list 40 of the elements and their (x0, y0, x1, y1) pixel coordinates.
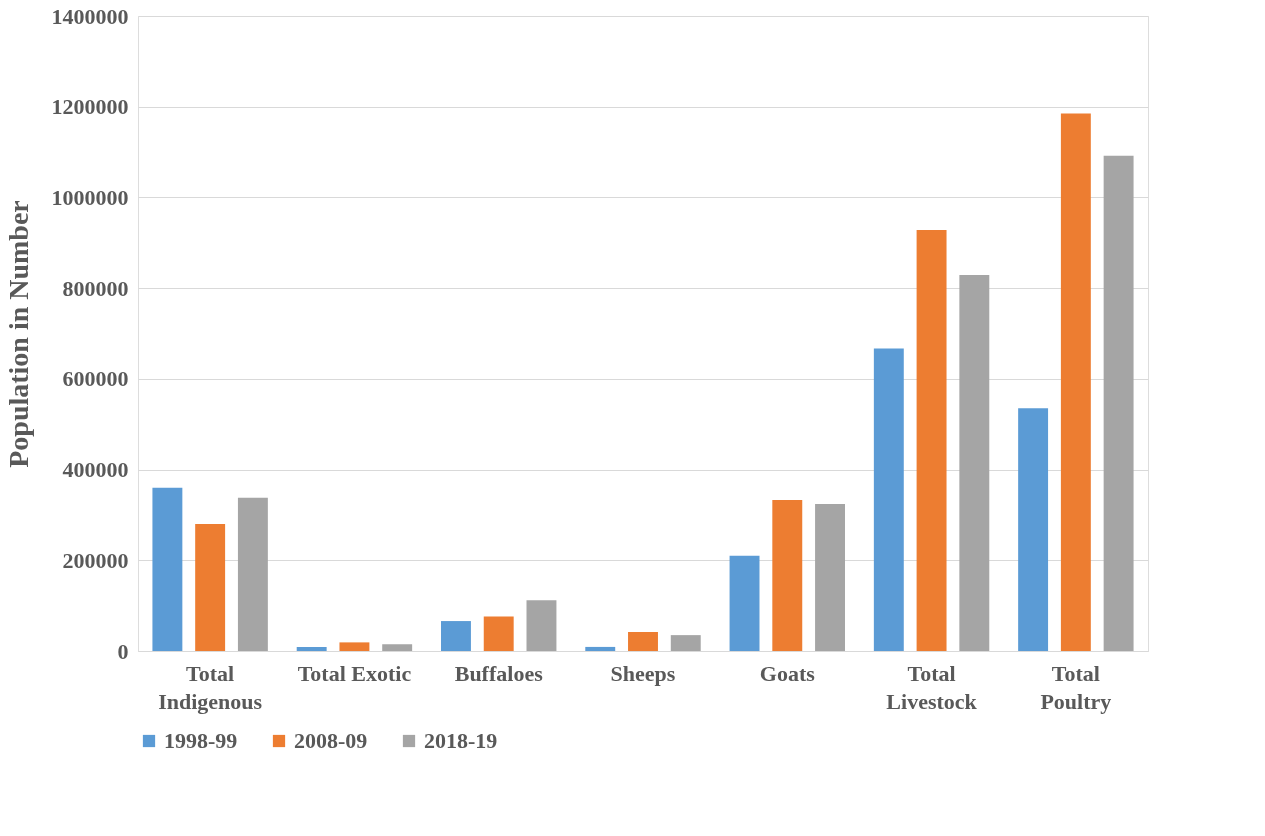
bar (382, 644, 413, 651)
y-axis-title: Population in Number (2, 200, 34, 468)
y-tick-label: 800000 (62, 275, 129, 301)
bar (237, 497, 268, 651)
bar (339, 642, 370, 651)
bar (815, 504, 845, 651)
bar (670, 635, 701, 651)
bar (585, 646, 616, 651)
bar (195, 524, 226, 651)
bar (959, 274, 990, 651)
legend-label: 1998-99 (164, 728, 238, 753)
x-tick-label: Total Exotic (297, 660, 412, 686)
x-tick-label: Total Poultry (1040, 660, 1112, 714)
bar (1018, 408, 1049, 651)
bar (916, 230, 947, 651)
y-tick-label: 600000 (62, 366, 129, 392)
legend-label: 2008-09 (294, 728, 368, 753)
bar (772, 499, 803, 651)
x-tick-label: Buffaloes (454, 660, 544, 686)
legend-label: 2018-19 (424, 728, 498, 753)
bar (1103, 155, 1134, 651)
x-tick-label: Sheeps (610, 660, 676, 686)
bar (296, 646, 327, 651)
y-tick-label: 1400000 (51, 3, 129, 29)
bar (628, 631, 658, 651)
bar (526, 600, 557, 651)
y-tick-label: 200000 (62, 547, 129, 573)
y-tick-label: 1200000 (51, 94, 129, 120)
y-tick-label: 0 (117, 638, 129, 664)
x-tick-label: Total Livestock (886, 660, 978, 714)
bar (1060, 113, 1091, 651)
bar (152, 487, 183, 651)
bar (483, 616, 514, 651)
bar (873, 348, 904, 651)
x-tick-label: Total Indigenous (158, 660, 263, 714)
bar (441, 621, 471, 651)
x-tick-label: Goats (759, 660, 816, 686)
bar (729, 555, 760, 651)
y-tick-label: 1000000 (51, 184, 129, 210)
y-tick-label: 400000 (62, 457, 129, 483)
